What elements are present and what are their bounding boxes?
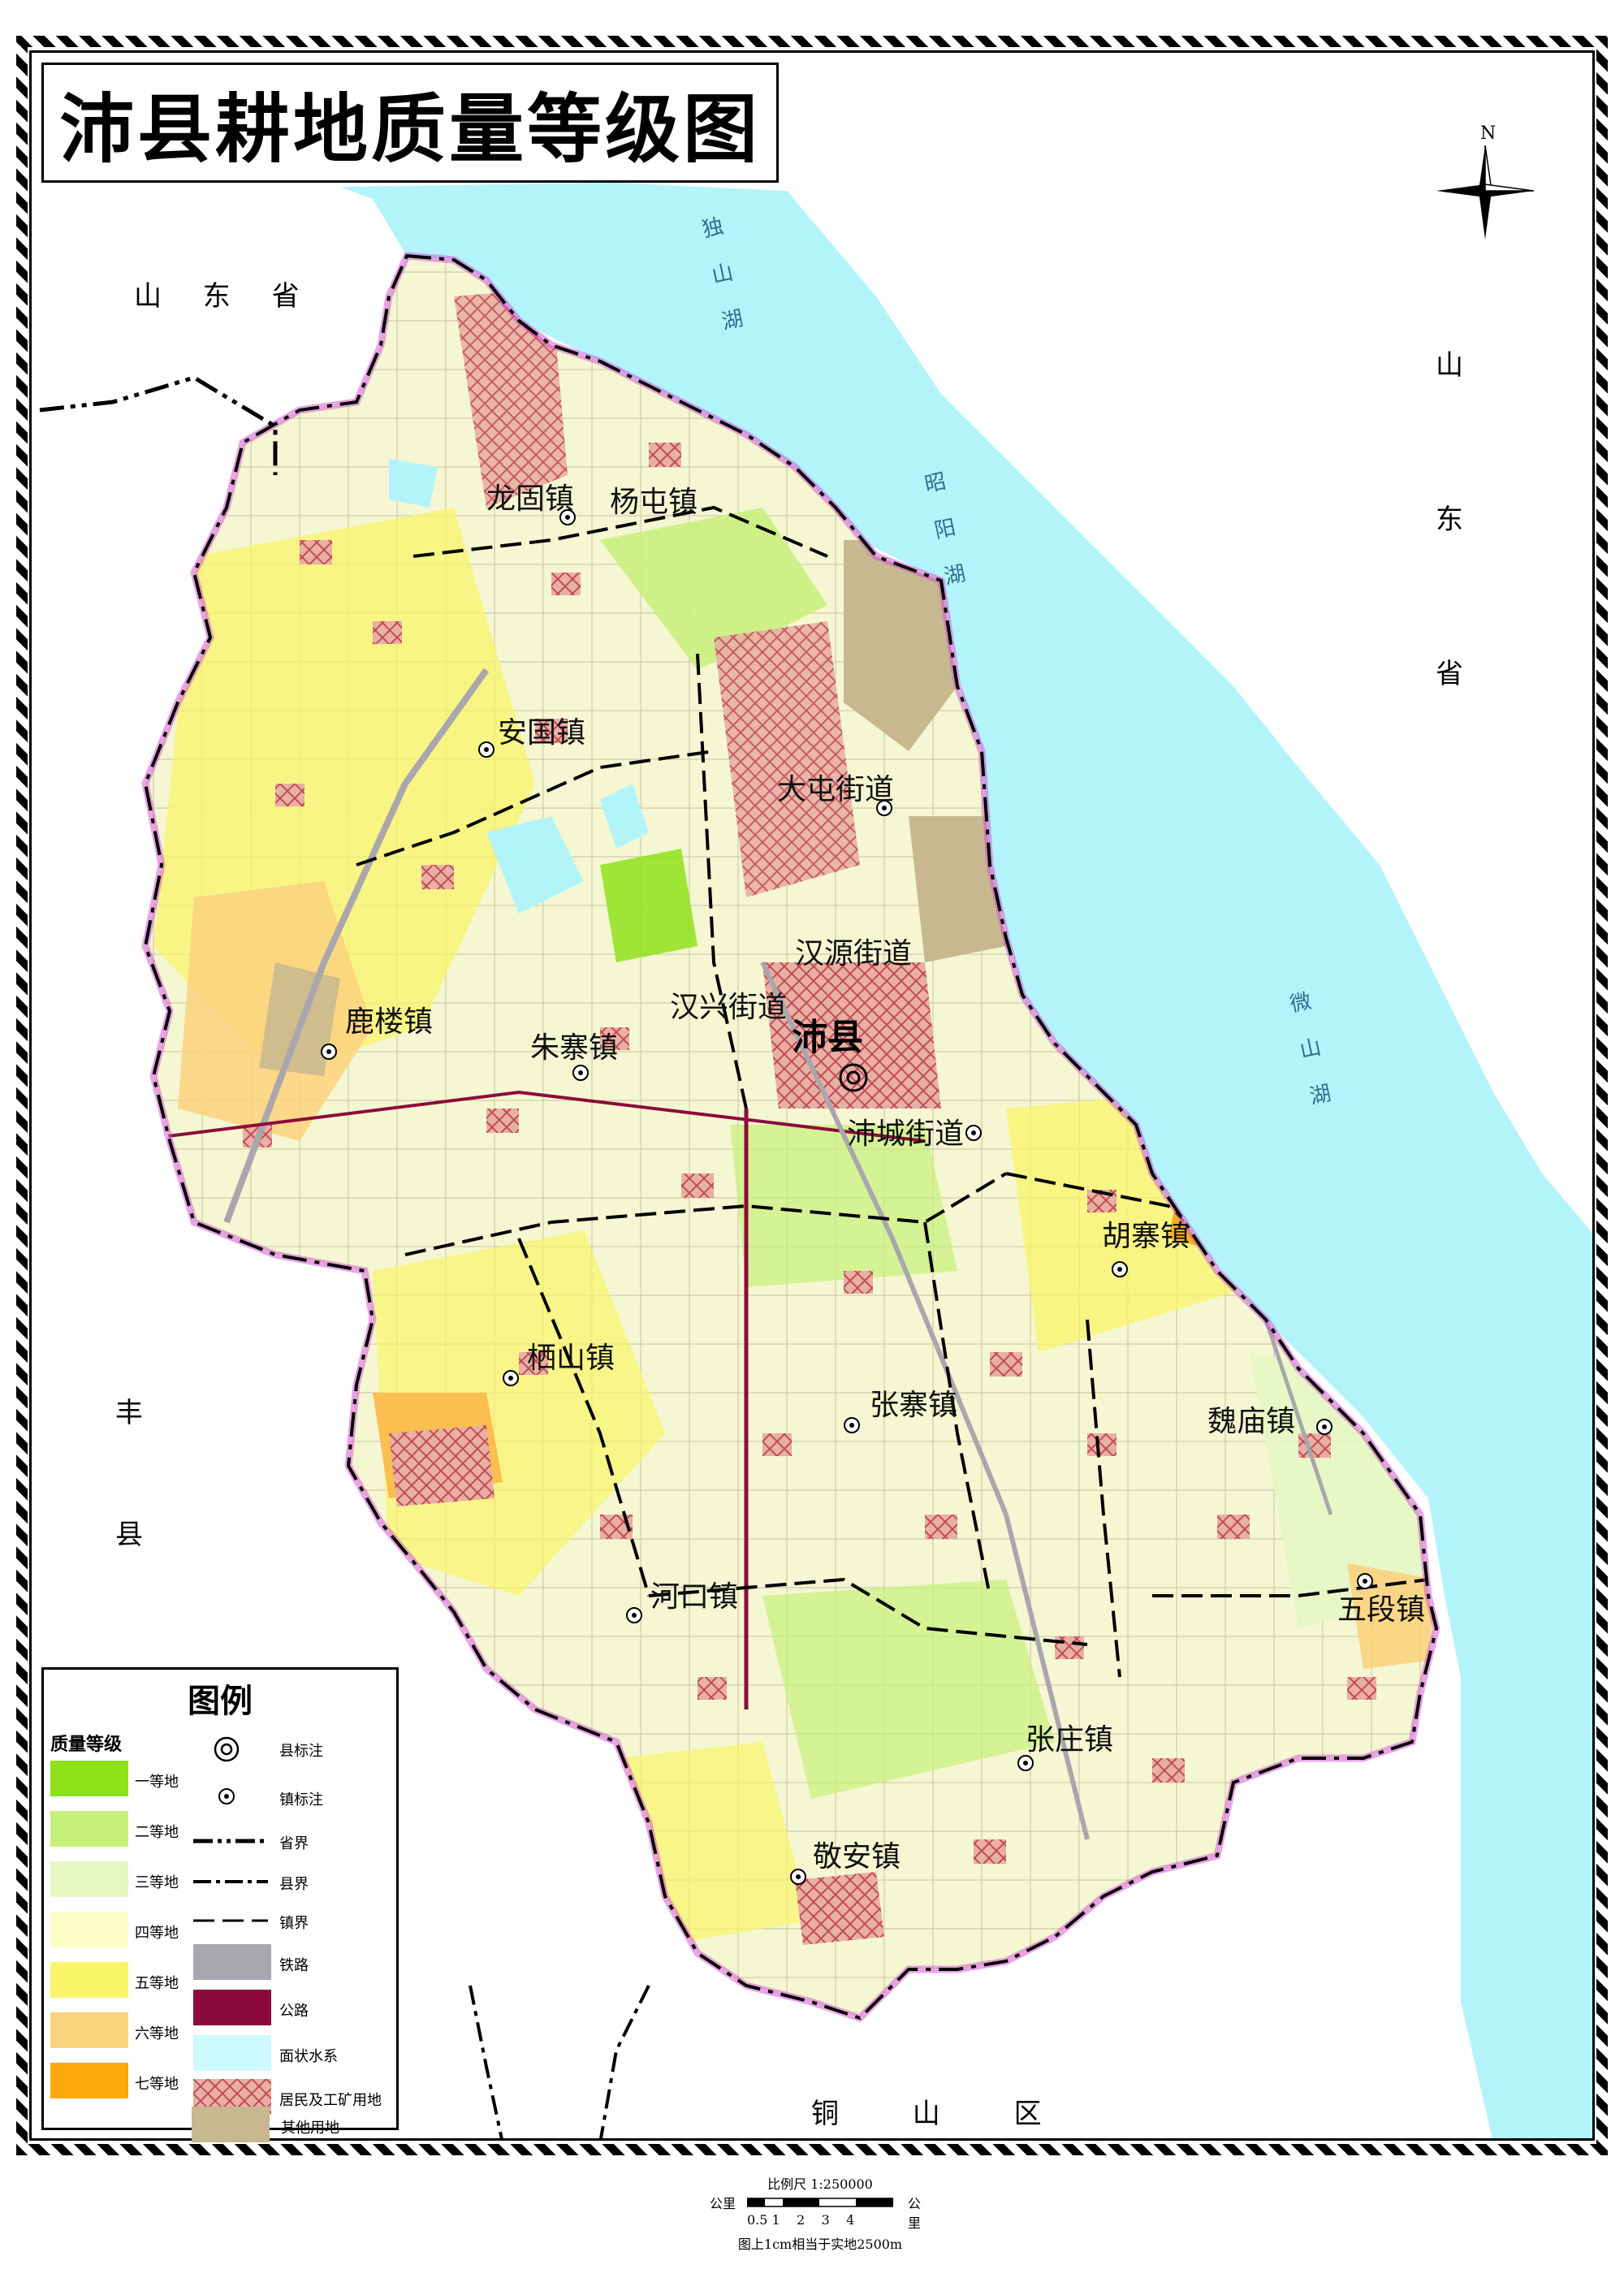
town-wuduan: 五段镇 xyxy=(1337,1593,1426,1627)
legend-swatch-grade-2 xyxy=(50,1811,128,1847)
legend-grade-heading: 质量等级 xyxy=(50,1734,123,1755)
scale-title: 比例尺 1:250000 xyxy=(767,2176,873,2192)
legend-swatch-grade-3 xyxy=(50,1861,128,1897)
legend-title: 图例 xyxy=(188,1683,253,1720)
town-zhuzhai: 朱寨镇 xyxy=(530,1031,619,1065)
town-yangtun: 杨屯镇 xyxy=(610,486,698,519)
town-hanyuan: 汉源街道 xyxy=(795,937,913,970)
legend-label-province-boundary: 省界 xyxy=(279,1835,309,1852)
legend-label-grade-3: 三等地 xyxy=(135,1874,179,1891)
town-peicheng: 沛城街道 xyxy=(847,1117,965,1151)
scale-bar-graphic xyxy=(747,2198,893,2207)
scale-bar: 比例尺 1:250000 公里 公里 0.5 1 2 3 4 图上1cm相当于实… xyxy=(710,2155,926,2295)
label-tongshan: 铜 山 区 xyxy=(811,2098,1074,2130)
dot-circle-icon xyxy=(218,1788,235,1804)
legend-label-grade-7: 七等地 xyxy=(135,2076,179,2093)
town-datun: 大屯街道 xyxy=(777,773,895,806)
legend-label-residential: 居民及工矿用地 xyxy=(279,2092,382,2109)
town-hanxing: 汉兴街道 xyxy=(670,991,788,1024)
county-boundary-south xyxy=(469,1985,650,2138)
north-arrow-icon: N xyxy=(1436,123,1535,240)
town-huzhai: 胡寨镇 xyxy=(1102,1220,1190,1253)
legend-label-grade-6: 六等地 xyxy=(135,2025,179,2042)
map-panel: 沛县耕地质量等级图 N 山 东 省 山东省 丰县 铜 山 区 独山湖 昭阳湖 微… xyxy=(29,50,1595,2141)
town-boundary-line-icon xyxy=(193,1919,268,1922)
legend-swatch-grade-5 xyxy=(50,1962,128,1998)
town-longgu: 龙固镇 xyxy=(486,482,575,516)
county-seat-marker xyxy=(839,1063,868,1092)
county-boundary-line-icon xyxy=(193,1880,268,1883)
province-boundary xyxy=(39,375,278,475)
town-weimiao: 魏庙镇 xyxy=(1207,1405,1296,1438)
legend-swatch-other-land xyxy=(192,2107,270,2142)
legend-label-grade-5: 五等地 xyxy=(135,1975,179,1992)
legend-label-grade-1: 一等地 xyxy=(135,1774,179,1791)
town-anguo: 安国镇 xyxy=(498,716,586,750)
label-shandong-west: 山 东 省 xyxy=(134,280,316,313)
scale-ticks: 0.5 1 2 3 4 xyxy=(747,2212,855,2228)
legend-panel: 图例 质量等级 一等地 二等地 三等地 四等地 五等地 六等地 七等地 县标注 … xyxy=(41,1667,399,2130)
town-jingan: 敬安镇 xyxy=(813,1840,901,1874)
county-seat-label: 沛县 xyxy=(792,1017,863,1058)
legend-label-county-boundary: 县界 xyxy=(279,1876,309,1893)
legend-swatch-highway xyxy=(193,1990,271,2025)
town-zhangzhuang: 张庄镇 xyxy=(1026,1723,1114,1757)
town-zhangzhai: 张寨镇 xyxy=(870,1389,958,1422)
label-fengxian: 丰县 xyxy=(115,1397,143,1551)
legend-label-county-marker: 县标注 xyxy=(279,1743,323,1760)
legend-label-town-boundary: 镇界 xyxy=(279,1915,309,1932)
legend-swatch-railway xyxy=(193,1944,271,1980)
legend-swatch-grade-7 xyxy=(50,2063,128,2098)
legend-swatch-water xyxy=(193,2035,271,2071)
legend-label-town-marker: 镇标注 xyxy=(279,1791,323,1809)
legend-label-highway: 公路 xyxy=(279,2003,309,2020)
scale-note: 图上1cm相当于实地2500m xyxy=(737,2237,903,2252)
town-qishan: 栖山镇 xyxy=(527,1342,615,1375)
legend-swatch-grade-6 xyxy=(50,2012,128,2048)
legend-label-water: 面状水系 xyxy=(279,2048,338,2065)
map-title-box: 沛县耕地质量等级图 xyxy=(41,63,779,183)
town-hekou: 河口镇 xyxy=(650,1580,739,1614)
province-boundary-line-icon xyxy=(193,1839,268,1843)
legend-label-other-land: 其他用地 xyxy=(281,2120,339,2137)
county-map xyxy=(39,183,1592,2138)
legend-swatch-grade-1 xyxy=(50,1761,128,1796)
legend-swatch-grade-4 xyxy=(50,1912,128,1947)
scale-unit-right: 公里 xyxy=(907,2196,921,2231)
scale-unit-left: 公里 xyxy=(710,2196,736,2211)
town-luluo: 鹿楼镇 xyxy=(345,1005,434,1039)
lake-water xyxy=(340,183,1592,2138)
legend-label-grade-4: 四等地 xyxy=(135,1925,179,1942)
label-shandong-east: 山东省 xyxy=(1436,349,1463,690)
legend-label-railway: 铁路 xyxy=(279,1957,309,1974)
map-title: 沛县耕地质量等级图 xyxy=(58,85,761,173)
north-label: N xyxy=(1480,123,1496,144)
legend-label-grade-2: 二等地 xyxy=(135,1824,179,1841)
double-circle-icon xyxy=(214,1736,240,1762)
